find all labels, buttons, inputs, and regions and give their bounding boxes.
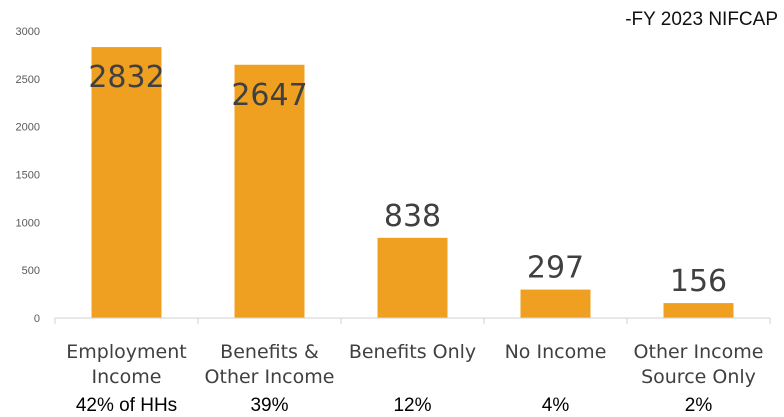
y-tick-label: 2000 xyxy=(16,122,40,134)
bar xyxy=(234,64,305,319)
data-label: 838 xyxy=(384,199,441,234)
percent-label: 39% xyxy=(250,395,288,416)
y-tick-label: 2500 xyxy=(16,74,40,86)
bars-group: 2832 2647 838 297 156 xyxy=(88,47,734,319)
category-label: Income xyxy=(92,366,162,388)
category-label: Other Income xyxy=(205,366,335,388)
category-label: No Income xyxy=(505,341,607,363)
bar xyxy=(377,237,448,318)
y-tick-label: 500 xyxy=(22,265,40,277)
data-label: 2647 xyxy=(231,78,307,113)
bar xyxy=(91,47,162,319)
category-label: Other Income xyxy=(634,341,764,363)
percent-label: 42% of HHs xyxy=(76,395,177,416)
category-label: Employment xyxy=(66,341,186,363)
y-tick-label: 1000 xyxy=(16,217,40,229)
y-axis: 0 500 1000 1500 2000 2500 3000 xyxy=(16,26,40,325)
data-label: 297 xyxy=(527,251,584,286)
category-label: Benefits Only xyxy=(349,341,476,363)
data-label: 156 xyxy=(670,264,727,299)
percent-label: 12% xyxy=(393,395,431,416)
percent-label: 2% xyxy=(685,395,713,416)
y-tick-label: 3000 xyxy=(16,26,40,38)
bar xyxy=(663,303,734,318)
x-axis: Employment Income 42% of HHs Benefits & Othe… xyxy=(54,317,771,416)
y-tick-label: 0 xyxy=(34,313,40,325)
bar xyxy=(520,289,591,318)
percent-label: 4% xyxy=(542,395,570,416)
category-label: Benefits & xyxy=(220,341,319,363)
y-tick-label: 1500 xyxy=(16,170,40,182)
chart-title: -FY 2023 NIFCAP xyxy=(625,9,778,30)
category-label: Source Only xyxy=(641,366,756,388)
data-label: 2832 xyxy=(88,60,164,95)
